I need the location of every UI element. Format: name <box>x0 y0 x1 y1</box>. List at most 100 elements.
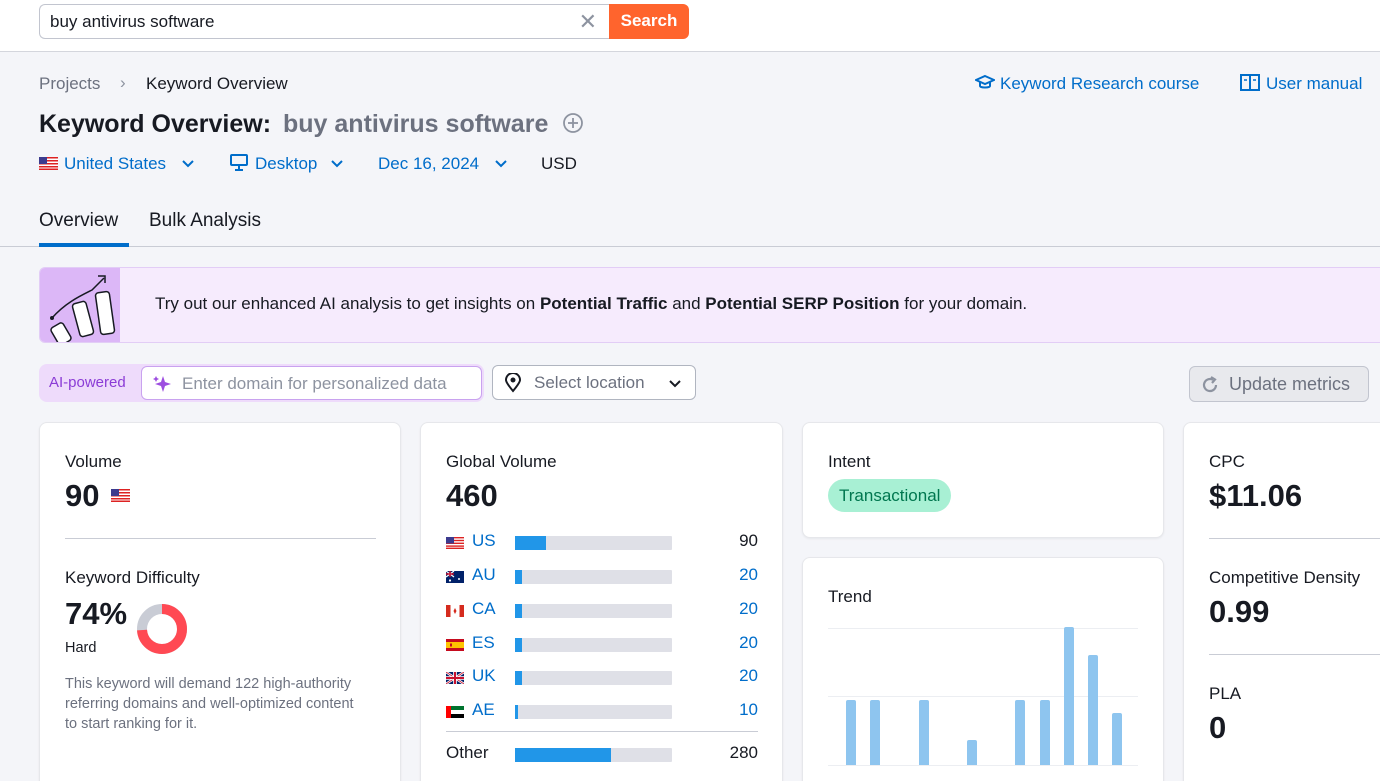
ai-domain-group: AI-powered <box>39 364 484 402</box>
chevron-down-icon <box>494 152 508 179</box>
country-code-link[interactable]: AE <box>472 700 495 719</box>
volume-card: Volume 90 Keyword Difficulty 74% Hard Th… <box>39 422 401 781</box>
user-manual-link[interactable]: User manual <box>1266 74 1363 93</box>
country-code-link[interactable]: ES <box>472 633 495 652</box>
card-divider <box>65 538 376 539</box>
tab-overview[interactable]: Overview <box>39 210 119 231</box>
us-flag-icon <box>39 157 58 175</box>
es-flag-icon <box>446 638 464 656</box>
update-metrics-button[interactable]: Update metrics <box>1189 366 1369 402</box>
growth-chart-illustration <box>40 268 120 342</box>
ai-powered-label: AI-powered <box>49 374 126 391</box>
chevron-down-icon <box>330 152 344 179</box>
country-volume-value[interactable]: 20 <box>739 599 758 618</box>
grid-line <box>828 696 1138 697</box>
trend-bar <box>1040 700 1050 765</box>
cpc-value: $11.06 <box>1209 478 1303 513</box>
volume-bar-track <box>515 705 672 719</box>
country-volume-value[interactable]: 20 <box>739 565 758 584</box>
add-circle-icon[interactable] <box>562 112 584 139</box>
device-select[interactable]: Desktop <box>255 154 318 173</box>
ae-flag-icon <box>446 705 464 723</box>
other-value: 280 <box>729 743 758 762</box>
location-placeholder: Select location <box>534 373 645 392</box>
global-volume-other-row: Other 280 <box>446 743 758 765</box>
keyword-research-course-link[interactable]: Keyword Research course <box>1000 74 1200 93</box>
breadcrumb-projects[interactable]: Projects <box>39 74 101 93</box>
volume-bar-fill <box>515 604 522 618</box>
trend-bar <box>846 700 856 765</box>
keyword-difficulty-label: Keyword Difficulty <box>65 568 200 587</box>
country-code-link[interactable]: UK <box>472 666 496 685</box>
global-volume-row: CA 20 <box>446 599 758 621</box>
domain-input[interactable] <box>182 374 477 394</box>
global-volume-row: AE 10 <box>446 700 758 722</box>
volume-value: 90 <box>65 478 100 513</box>
volume-bar-fill <box>515 705 518 719</box>
ai-banner: Try out our enhanced AI analysis to get … <box>39 267 1380 343</box>
clear-icon[interactable]: ✕ <box>578 9 597 34</box>
global-volume-row: ES 20 <box>446 633 758 655</box>
au-flag-icon <box>445 570 464 588</box>
ca-flag-icon <box>446 604 464 622</box>
card-divider <box>1209 538 1380 539</box>
volume-bar-fill <box>515 536 546 550</box>
intent-card: Intent Transactional <box>802 422 1164 538</box>
graduation-cap-icon <box>973 74 997 97</box>
volume-bar-fill <box>515 748 611 762</box>
country-select[interactable]: United States <box>64 154 167 173</box>
country-code-link[interactable]: AU <box>472 565 496 584</box>
difficulty-description: This keyword will demand 122 high-author… <box>65 676 354 732</box>
date-select[interactable]: Dec 16, 2024 <box>378 154 480 173</box>
update-metrics-label: Update metrics <box>1229 374 1351 394</box>
global-volume-card: Global Volume 460 US 90 AU 20 CA 20 ES 20 UK 20 AE… <box>420 422 783 781</box>
tab-bulk-analysis[interactable]: Bulk Analysis <box>149 210 261 231</box>
trend-bar <box>1088 655 1098 765</box>
tabs-divider <box>0 246 1380 247</box>
grid-line <box>828 765 1138 766</box>
search-button[interactable]: Search <box>609 4 689 39</box>
chevron-right-icon: › <box>120 73 126 92</box>
card-divider <box>446 731 758 732</box>
domain-field[interactable] <box>141 366 482 400</box>
search-input[interactable] <box>50 12 570 32</box>
volume-bar-track <box>515 638 672 652</box>
location-pin-icon <box>503 372 523 398</box>
search-field[interactable]: ✕ <box>39 4 609 39</box>
tab-active-indicator <box>39 243 129 247</box>
volume-bar-track <box>515 536 672 550</box>
page-title-keyword: buy antivirus software <box>283 110 549 138</box>
volume-bar-track <box>515 671 672 685</box>
competitive-density-value: 0.99 <box>1209 594 1270 629</box>
competitive-density-label: Competitive Density <box>1209 568 1361 587</box>
us-flag-icon <box>111 489 130 507</box>
difficulty-level: Hard <box>65 640 97 656</box>
country-code-link[interactable]: US <box>472 531 496 550</box>
trend-bar <box>919 700 929 765</box>
country-volume-value[interactable]: 20 <box>739 666 758 685</box>
grid-line <box>828 628 1138 629</box>
location-select[interactable]: Select location <box>492 365 696 400</box>
volume-label: Volume <box>65 452 122 471</box>
volume-bar-fill <box>515 570 522 584</box>
card-divider <box>1209 654 1380 655</box>
desktop-icon <box>229 153 249 177</box>
top-bar: ✕ Search <box>0 0 1380 52</box>
country-code-link[interactable]: CA <box>472 599 496 618</box>
sparkle-icon <box>152 374 174 399</box>
country-volume-value[interactable]: 20 <box>739 633 758 652</box>
book-icon <box>1240 73 1260 98</box>
volume-bar-track <box>515 604 672 618</box>
trend-bar <box>1015 700 1025 765</box>
breadcrumb-current: Keyword Overview <box>146 74 288 93</box>
country-volume-value[interactable]: 10 <box>739 700 758 719</box>
trend-bar <box>870 700 880 765</box>
page-title: Keyword Overview: <box>39 110 272 138</box>
donut-fill <box>137 604 187 654</box>
chevron-down-icon <box>181 152 195 179</box>
global-volume-row: AU 20 <box>445 565 758 588</box>
trend-bar <box>967 740 977 765</box>
pla-value: 0 <box>1209 710 1227 745</box>
us-flag-icon <box>446 536 464 554</box>
trend-card: Trend <box>802 557 1164 781</box>
